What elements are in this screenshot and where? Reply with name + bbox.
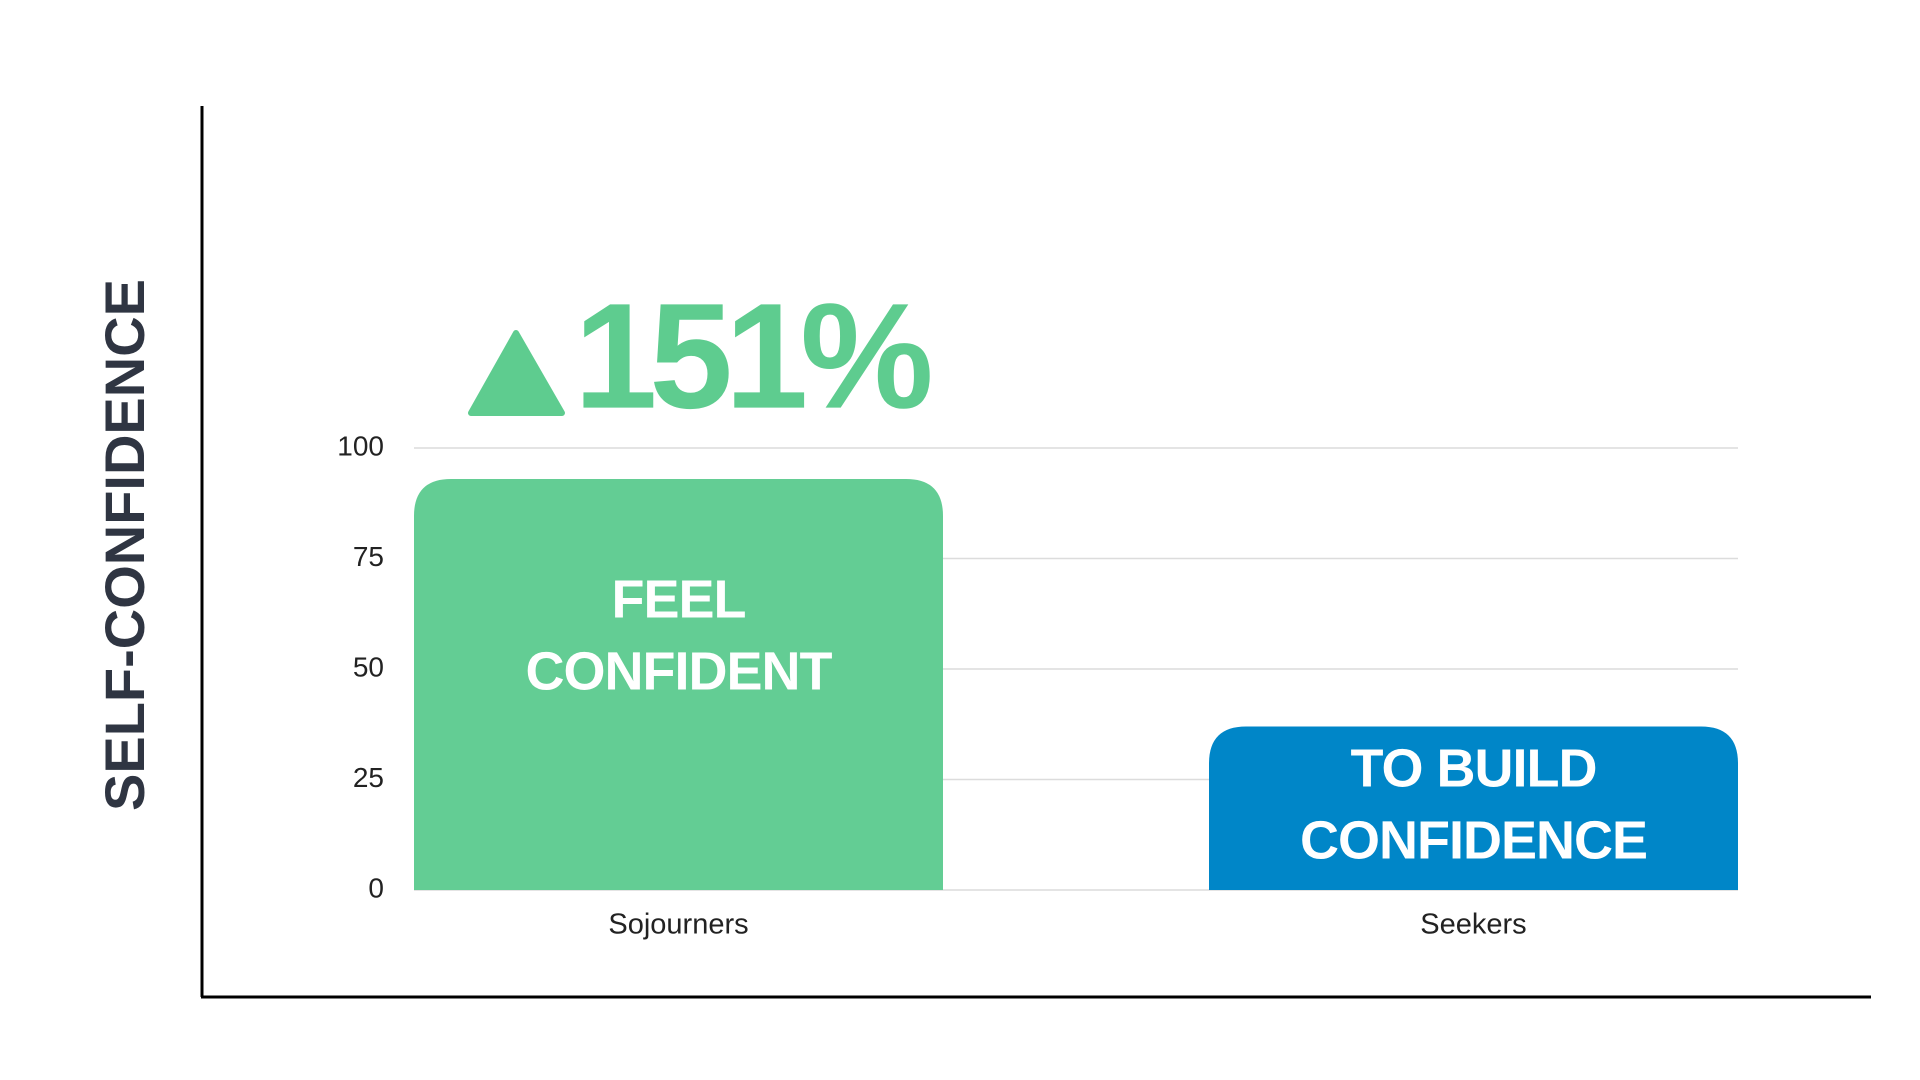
bar	[414, 478, 943, 890]
bar	[1209, 726, 1738, 890]
bar-label: TO BUILD	[1351, 738, 1597, 798]
bar-label: CONFIDENT	[526, 642, 833, 702]
x-tick-label: Sojourners	[608, 909, 748, 941]
annotation: 151%	[574, 272, 930, 440]
y-axis-title: SELF-CONFIDENCE	[93, 279, 156, 811]
bar-label: FEEL	[611, 570, 745, 630]
y-tick-label: 75	[353, 541, 384, 572]
bar-label: CONFIDENCE	[1300, 810, 1647, 870]
y-tick-label: 0	[368, 872, 384, 903]
y-tick-label: 25	[353, 762, 384, 793]
annotation-triangle	[468, 330, 565, 416]
x-tick-label: Seekers	[1420, 909, 1526, 941]
y-tick-label: 50	[353, 651, 384, 682]
y-tick-label: 100	[337, 430, 384, 461]
